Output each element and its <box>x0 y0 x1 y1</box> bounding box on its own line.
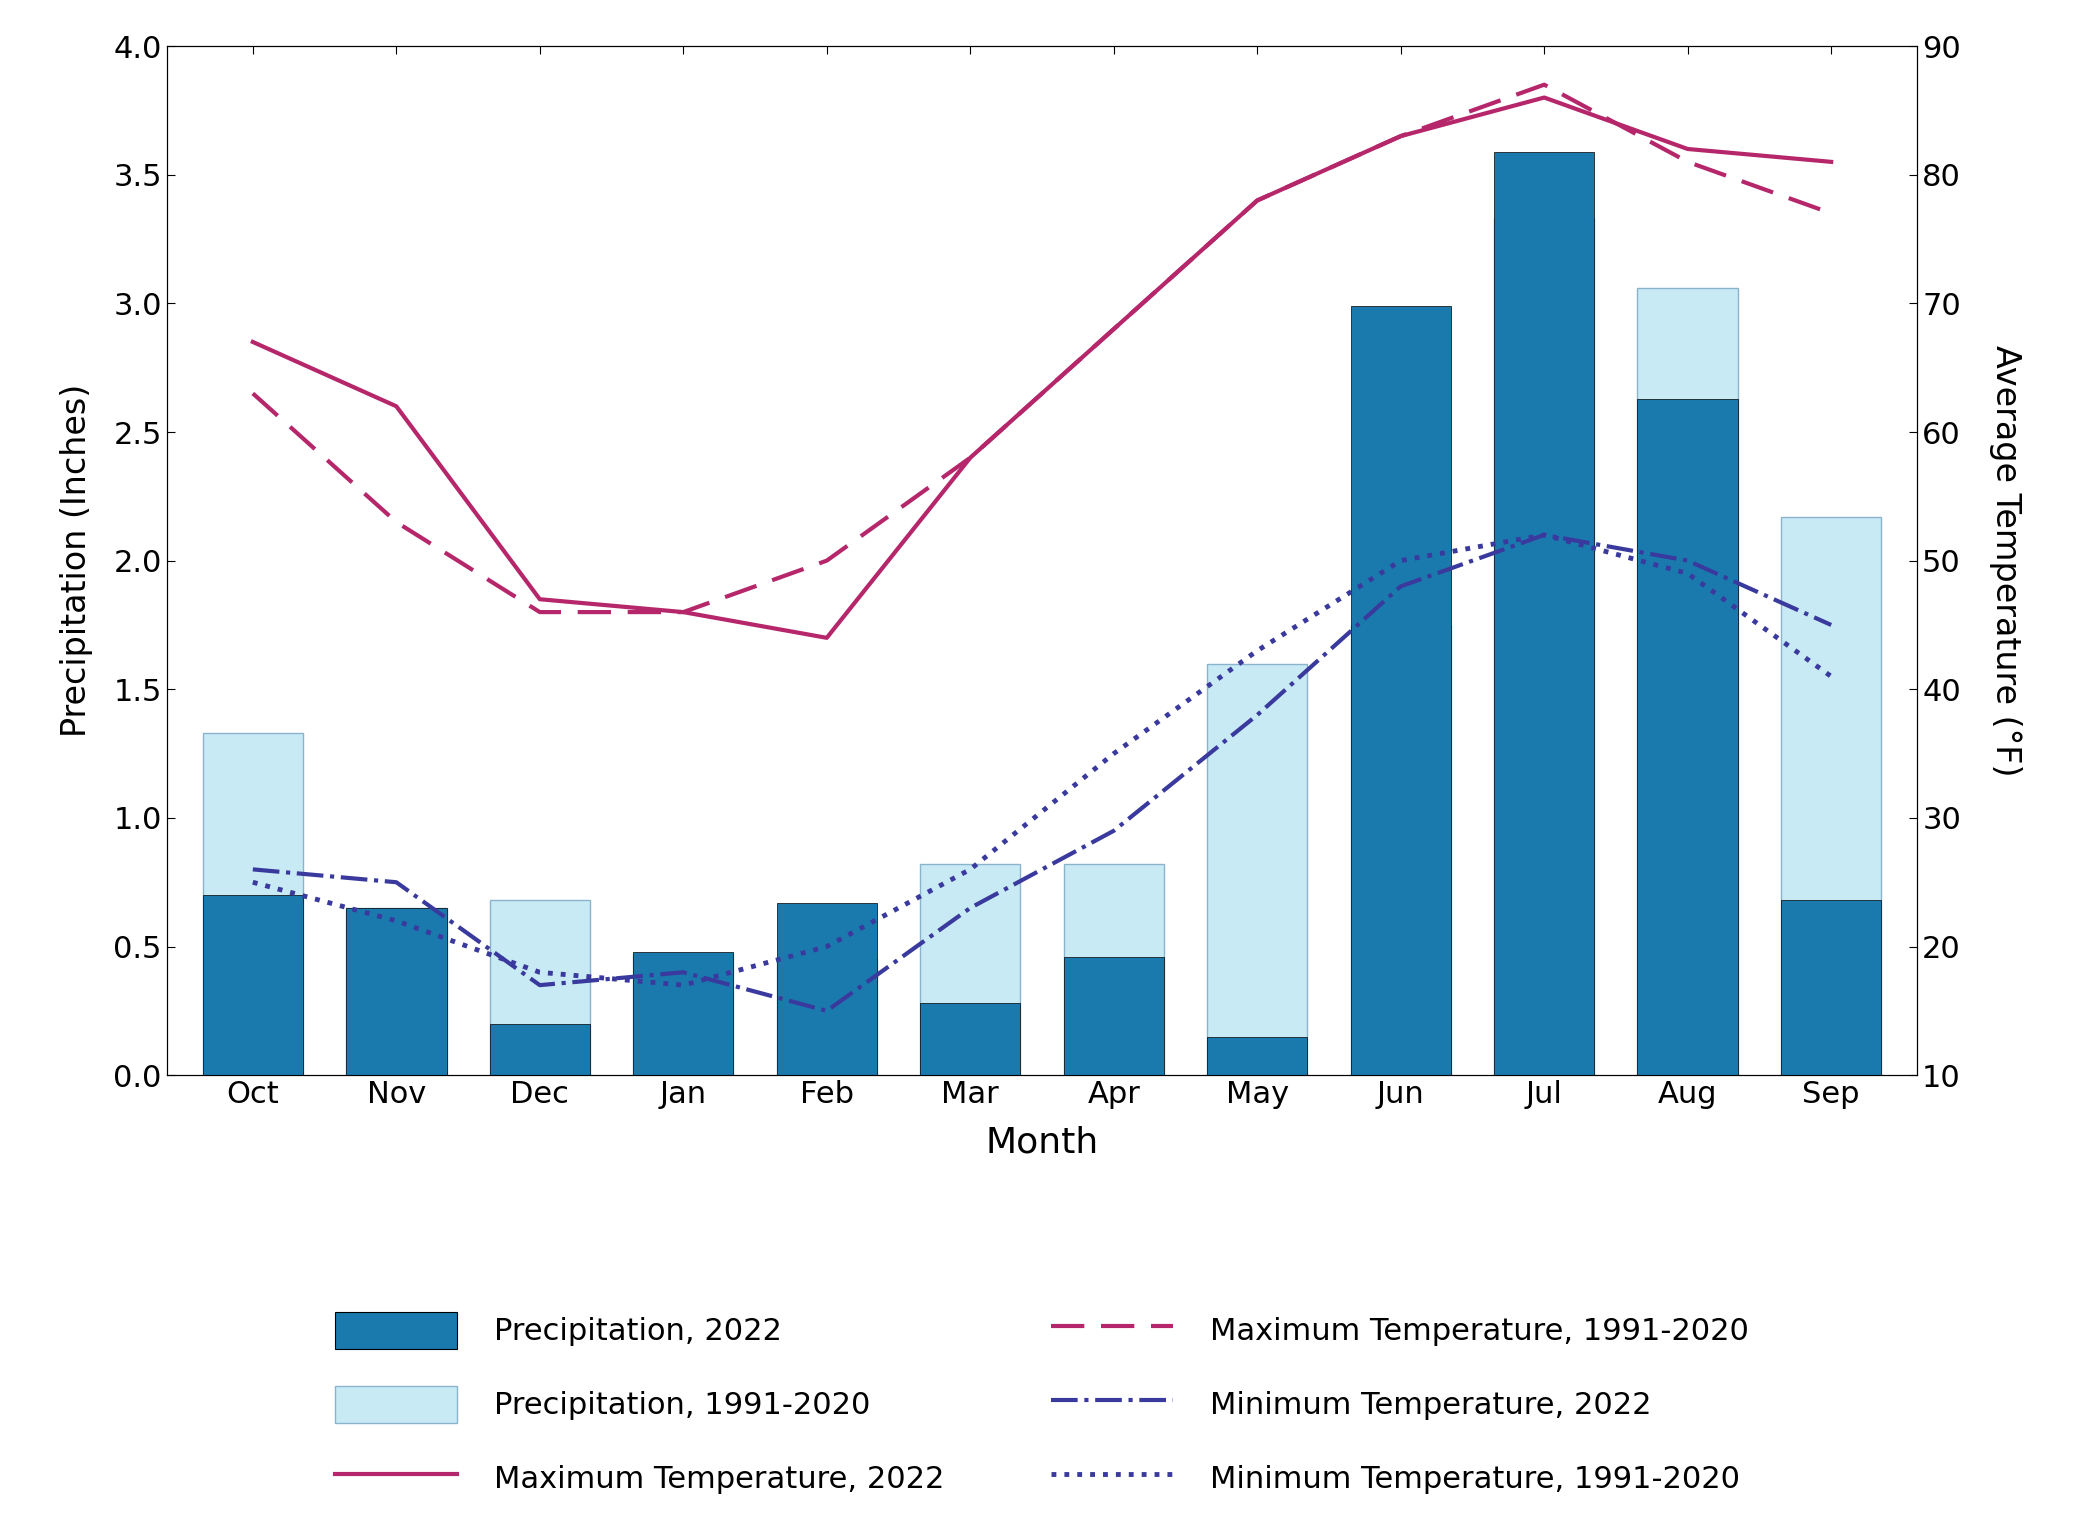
Legend: Precipitation, 2022, Precipitation, 1991-2020, Maximum Temperature, 2022, Maximu: Precipitation, 2022, Precipitation, 1991… <box>319 1296 1765 1511</box>
Bar <box>1782 900 1882 1075</box>
Bar <box>1494 152 1594 1075</box>
Bar <box>490 1023 590 1075</box>
Bar <box>346 908 446 1075</box>
Bar <box>1350 306 1450 1075</box>
Bar <box>1782 518 1882 1075</box>
Bar <box>490 900 590 1075</box>
Bar <box>919 865 1021 1075</box>
Y-axis label: Precipitation (Inches): Precipitation (Inches) <box>60 384 92 737</box>
Bar <box>1063 957 1165 1075</box>
Bar <box>202 733 302 1075</box>
Bar <box>346 908 446 1075</box>
Bar <box>634 952 734 1075</box>
Bar <box>634 954 734 1075</box>
Bar <box>1638 398 1738 1075</box>
Bar <box>1207 664 1307 1075</box>
Bar <box>1207 1037 1307 1075</box>
Bar <box>1063 865 1165 1075</box>
Bar <box>1350 625 1450 1075</box>
Bar <box>777 903 877 1075</box>
Bar <box>202 895 302 1075</box>
Bar <box>1638 287 1738 1075</box>
X-axis label: Month: Month <box>986 1126 1098 1160</box>
Bar <box>919 1003 1021 1075</box>
Bar <box>777 960 877 1075</box>
Y-axis label: Average Temperature (°F): Average Temperature (°F) <box>1988 346 2021 776</box>
Bar <box>1494 218 1594 1075</box>
